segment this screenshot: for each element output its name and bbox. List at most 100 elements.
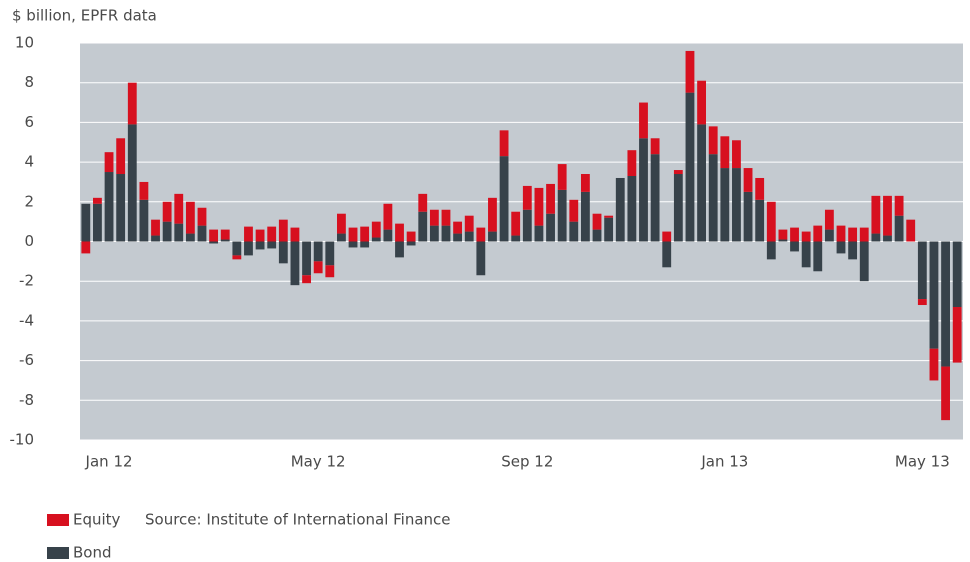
bar-segment xyxy=(917,241,927,300)
bar-segment xyxy=(580,174,590,192)
bar-segment xyxy=(824,229,834,242)
bar-segment xyxy=(871,233,881,242)
bar-segment xyxy=(371,221,381,238)
y-tick-label: 10 xyxy=(15,34,34,52)
bar-segment xyxy=(662,231,672,242)
bar-segment xyxy=(778,239,788,242)
bar-segment xyxy=(255,241,265,250)
bar-segment xyxy=(522,209,532,242)
bar-segment xyxy=(813,241,823,272)
bar-segment xyxy=(941,241,950,367)
bar-segment xyxy=(441,209,451,226)
bar-segment xyxy=(743,168,753,192)
bar-segment xyxy=(650,154,660,242)
y-tick-label: 8 xyxy=(24,73,34,91)
bar-segment xyxy=(232,241,242,256)
bar-segment xyxy=(441,225,451,242)
bar-segment xyxy=(557,189,567,242)
bar-segment xyxy=(894,195,904,216)
bar-segment xyxy=(883,195,892,236)
bar-segment xyxy=(185,201,195,234)
bar-segment xyxy=(929,241,939,349)
bar-segment xyxy=(929,348,939,381)
bar-segment xyxy=(662,241,672,268)
bar-segment xyxy=(418,211,428,242)
bar-segment xyxy=(732,168,741,242)
bar-segment xyxy=(685,92,695,242)
bar-segment xyxy=(220,229,230,240)
bar-segment xyxy=(592,213,602,230)
bar-segment xyxy=(592,229,602,242)
bar-segment xyxy=(522,185,532,210)
y-tick-label: -2 xyxy=(19,272,34,290)
bar-segment xyxy=(650,138,660,155)
bar-segment xyxy=(81,203,91,242)
bar-segment xyxy=(429,225,439,242)
x-tick-label: May 13 xyxy=(895,453,950,471)
bar-segment xyxy=(836,241,846,254)
bar-segment xyxy=(546,183,555,214)
legend-label: Bond xyxy=(73,544,112,562)
bar-segment xyxy=(336,213,346,234)
bar-segment xyxy=(790,241,799,252)
bar-segment xyxy=(766,241,776,260)
bar-segment xyxy=(708,154,718,242)
bar-segment xyxy=(139,181,149,200)
bar-segment xyxy=(360,226,370,242)
bar-segment xyxy=(162,221,172,242)
bar-segment xyxy=(453,233,463,242)
bar-segment xyxy=(604,215,614,218)
bar-segment xyxy=(360,241,370,248)
bar-segment xyxy=(917,299,927,306)
bar-segment xyxy=(906,219,916,242)
bar-segment xyxy=(116,174,126,242)
bar-segment xyxy=(778,229,788,240)
bar-segment xyxy=(871,195,881,234)
bar-segment xyxy=(534,187,544,226)
bar-segment xyxy=(766,201,776,242)
bar-segment xyxy=(464,231,474,242)
bar-segment xyxy=(720,136,730,169)
x-tick-label: May 12 xyxy=(291,453,346,471)
y-tick-label: 0 xyxy=(24,232,34,250)
bar-segment xyxy=(313,261,323,274)
bar-segment xyxy=(93,197,102,204)
bar-segment xyxy=(511,211,521,236)
bar-segment xyxy=(546,213,555,242)
y-tick-label: 4 xyxy=(24,153,34,171)
bar-segment xyxy=(673,174,683,242)
bar-segment xyxy=(127,124,137,242)
bar-segment xyxy=(859,241,869,282)
bar-segment xyxy=(499,156,509,242)
bar-segment xyxy=(639,102,648,139)
bar-segment xyxy=(673,170,683,175)
bar-segment xyxy=(209,229,219,242)
bar-segment xyxy=(848,241,858,260)
bar-segment xyxy=(743,191,753,242)
y-axis-label: $ billion, EPFR data xyxy=(12,7,157,25)
bar-segment xyxy=(453,221,463,234)
bar-segment xyxy=(476,227,486,242)
bar-segment xyxy=(104,152,114,173)
bar-segment xyxy=(278,241,288,264)
bar-segment xyxy=(267,226,277,242)
bar-segment xyxy=(232,255,242,260)
bar-segment xyxy=(325,241,335,266)
x-tick-label: Jan 13 xyxy=(700,453,748,471)
bar-segment xyxy=(104,172,114,242)
bar-segment xyxy=(883,235,892,242)
bar-segment xyxy=(174,193,184,224)
y-tick-label: -10 xyxy=(10,431,35,449)
y-tick-label: 6 xyxy=(24,113,34,131)
bar-segment xyxy=(395,223,404,242)
bar-segment xyxy=(185,233,195,242)
legend-label: Equity xyxy=(73,511,121,529)
bar-segment xyxy=(406,241,416,246)
bar-segment xyxy=(255,229,265,242)
bar-segment xyxy=(429,209,439,226)
bar-segment xyxy=(499,130,509,157)
bar-segment xyxy=(557,164,567,190)
bar-segment xyxy=(139,199,149,242)
bar-segment xyxy=(488,231,497,242)
